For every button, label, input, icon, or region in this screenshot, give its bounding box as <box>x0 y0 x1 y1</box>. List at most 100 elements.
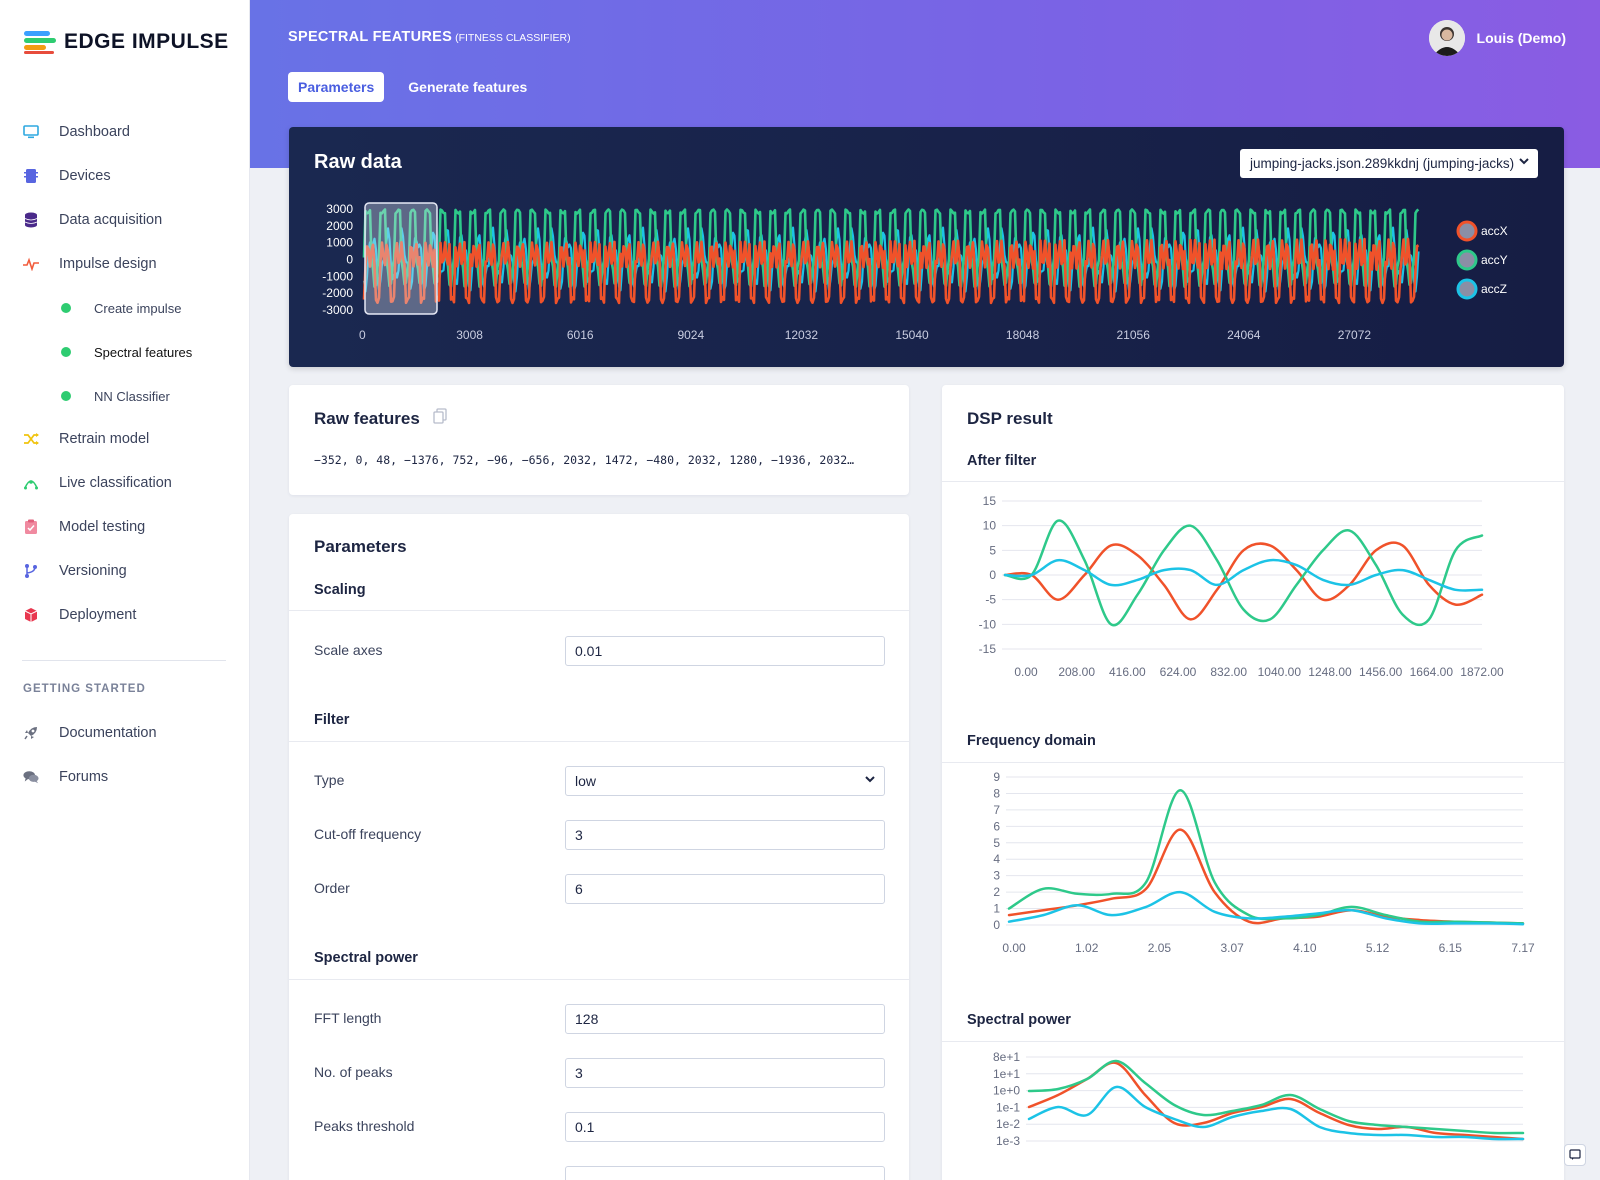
sidebar-item-label: Forums <box>59 769 109 785</box>
series-line-accy <box>1007 788 1525 925</box>
order-input[interactable]: 6 <box>565 874 885 904</box>
y-tick-label: 8 <box>993 786 1000 800</box>
y-tick-label: 1000 <box>326 236 353 250</box>
chat-icon <box>23 769 39 785</box>
sidebar-item-documentation[interactable]: Documentation <box>0 713 250 753</box>
series-line-accx <box>1003 541 1484 621</box>
y-tick-label: 1e+0 <box>993 1084 1020 1098</box>
sidebar-item-label: Retrain model <box>59 431 150 447</box>
next-parameter-input[interactable] <box>565 1166 885 1180</box>
y-tick-label: 0 <box>346 253 353 267</box>
sidebar-item-spectral-features[interactable]: Spectral features <box>0 332 250 372</box>
window-highlight <box>364 202 438 315</box>
series-line-accz <box>1003 558 1484 592</box>
x-tick-label: 1664.00 <box>1410 665 1454 679</box>
divider <box>942 762 1564 763</box>
no-of-peaks-input[interactable]: 3 <box>565 1058 885 1088</box>
x-tick-label: 6016 <box>567 328 594 342</box>
frequency-domain-title: Frequency domain <box>967 733 1096 749</box>
series-line-accx <box>1007 828 1525 925</box>
x-tick-label: 3008 <box>456 328 483 342</box>
spectral-power-chart[interactable]: 8e+1 1e+1 1e+0 1e-1 1e-2 1e-3 <box>942 1045 1564 1180</box>
clipboard-icon <box>23 519 39 535</box>
raw-features-card: Raw features −352, 0, 48, −1376, 752, −9… <box>289 385 909 495</box>
sidebar-item-dashboard[interactable]: Dashboard <box>0 112 250 152</box>
pulse-icon <box>23 256 39 272</box>
x-tick-label: 0.00 <box>1002 941 1026 955</box>
sidebar-item-model-testing[interactable]: Model testing <box>0 507 250 547</box>
filter-type-value: low <box>575 773 597 789</box>
raw-data-chart[interactable]: 3000 2000 1000 0 -1000 -2000 -3000 0 3008 6016 902… <box>289 127 1564 367</box>
logo[interactable]: EDGE IMPULSE <box>24 30 229 54</box>
sidebar-item-live-classification[interactable]: Live classification <box>0 463 250 503</box>
y-tick-label: 10 <box>983 519 997 533</box>
shuffle-icon <box>23 431 39 447</box>
fft-length-input[interactable]: 128 <box>565 1004 885 1034</box>
avatar <box>1428 20 1465 56</box>
fft-length-label: FFT length <box>314 1010 382 1026</box>
filter-type-select[interactable]: low <box>565 766 885 796</box>
cutoff-frequency-input[interactable]: 3 <box>565 820 885 850</box>
sidebar-item-label: Model testing <box>59 519 146 535</box>
status-dot <box>61 391 71 401</box>
sidebar-item-label: Data acquisition <box>59 212 163 228</box>
y-tick-label: 2000 <box>326 219 353 233</box>
scale-axes-input[interactable]: 0.01 <box>565 636 885 666</box>
no-of-peaks-label: No. of peaks <box>314 1064 393 1080</box>
user-menu[interactable]: Louis (Demo) <box>1428 20 1566 56</box>
series-line-accz <box>1007 890 1525 926</box>
tab-generate-features[interactable]: Generate features <box>408 79 528 95</box>
legend-marker <box>1456 278 1478 300</box>
sidebar-item-label: Versioning <box>59 563 127 579</box>
frequency-domain-chart[interactable]: 9 8 7 6 5 4 3 2 1 00.00 1.02 2.05 3.07 4.10 5.12 6.15 7.… <box>942 767 1564 987</box>
legend-label: accZ <box>1481 282 1507 296</box>
page-title: SPECTRAL FEATURES (FITNESS CLASSIFIER) <box>288 29 571 45</box>
y-tick-label: 7 <box>993 803 1000 817</box>
sidebar-item-data-acquisition[interactable]: Data acquisition <box>0 200 250 240</box>
page-title-text: SPECTRAL FEATURES <box>288 29 453 45</box>
divider <box>942 481 1564 482</box>
copy-icon[interactable] <box>433 408 447 424</box>
sidebar-item-retrain-model[interactable]: Retrain model <box>0 419 250 459</box>
y-tick-label: 5 <box>989 543 996 557</box>
x-tick-label: 1456.00 <box>1359 665 1403 679</box>
legend-marker <box>1456 249 1478 271</box>
y-tick-label: 8e+1 <box>993 1050 1020 1064</box>
y-tick-label: -5 <box>985 593 996 607</box>
peaks-threshold-input[interactable]: 0.1 <box>565 1112 885 1142</box>
series-line-accy <box>1003 519 1484 627</box>
sidebar-item-forums[interactable]: Forums <box>0 757 250 797</box>
divider <box>942 1041 1564 1042</box>
sidebar-item-deployment[interactable]: Deployment <box>0 595 250 635</box>
series-line-accx <box>362 237 1420 305</box>
section-title-getting-started: GETTING STARTED <box>23 683 146 695</box>
user-name: Louis (Demo) <box>1476 30 1566 46</box>
sidebar-item-versioning[interactable]: Versioning <box>0 551 250 591</box>
y-tick-label: 2 <box>993 885 1000 899</box>
series-line-accy <box>1027 1059 1525 1135</box>
y-tick-label: 1e+1 <box>993 1067 1020 1081</box>
sidebar-item-nn-classifier[interactable]: NN Classifier <box>0 376 250 416</box>
sidebar-item-create-impulse[interactable]: Create impulse <box>0 288 250 328</box>
x-tick-label: 2.05 <box>1148 941 1172 955</box>
raw-features-values: −352, 0, 48, −1376, 752, −96, −656, 2032… <box>314 453 855 467</box>
page-subtitle: (FITNESS CLASSIFIER) <box>455 32 571 44</box>
y-tick-label: 1e-1 <box>996 1100 1020 1114</box>
sidebar-item-devices[interactable]: Devices <box>0 156 250 196</box>
chip-icon <box>23 168 39 184</box>
x-tick-label: 5.12 <box>1366 941 1390 955</box>
box-icon <box>23 607 39 623</box>
divider <box>289 979 909 980</box>
divider <box>289 741 909 742</box>
sidebar-item-label: Create impulse <box>94 300 182 316</box>
y-tick-label: 5 <box>993 836 1000 850</box>
brand-name: EDGE IMPULSE <box>64 30 229 53</box>
after-filter-chart[interactable]: 15 10 5 0 -5 -10 -15 0.00 208.00 416.00 624.00 832.… <box>942 485 1564 705</box>
sidebar-item-impulse-design[interactable]: Impulse design <box>0 244 250 284</box>
x-tick-label: 416.00 <box>1109 665 1146 679</box>
sidebar-item-label: Deployment <box>59 607 137 623</box>
feedback-button[interactable] <box>1564 1144 1586 1166</box>
x-tick-label: 3.07 <box>1220 941 1244 955</box>
tab-parameters[interactable]: Parameters <box>288 72 385 102</box>
sample-select[interactable]: jumping-jacks.json.289kkdnj (jumping-jac… <box>1240 149 1538 178</box>
